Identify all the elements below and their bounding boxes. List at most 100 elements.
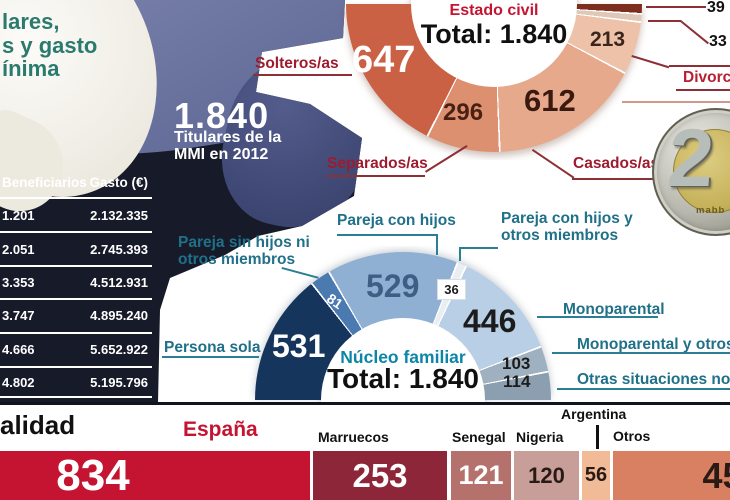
total-titulares-caption-2: MMI en 2012 [174, 146, 269, 163]
label-argentina: Argentina [561, 406, 627, 422]
label-monoparental-otros-cropped: Monoparental y otros m [577, 336, 730, 353]
leader-line-solteros [253, 74, 352, 76]
label-pareja-sin-2: otros miembros [178, 251, 296, 268]
label-casados: Casados/as [573, 155, 660, 172]
value-pareja-con-hijos: 529 [366, 268, 420, 304]
table-cell: 5.652.922 [90, 342, 148, 357]
table-cell: 2.132.335 [90, 208, 148, 223]
label-divorciados-cropped: Divorcia [683, 69, 730, 86]
value-monoparental-otros: 103 [502, 354, 531, 373]
table-cell: 4.512.931 [90, 275, 148, 290]
total-titulares-caption-1: Titulares de la [174, 129, 282, 146]
bar-nigeria: 120 [514, 451, 579, 500]
value-monoparental: 446 [463, 303, 517, 339]
estado-civil-title: Estado civil [449, 2, 539, 19]
table-cell: 3.747 [2, 308, 35, 323]
accent-line [622, 101, 730, 103]
nacionalidad-title-cropped: alidad [0, 410, 76, 440]
table-cell: 3.353 [2, 275, 35, 290]
table-cell: 4.895.240 [90, 308, 148, 323]
table-divider [0, 265, 152, 267]
label-persona-sola: Persona sola [164, 339, 261, 356]
bar-otros: 456 [613, 451, 730, 500]
headline-fragment-3: ínima [2, 56, 60, 81]
table-header-beneficiarios: Beneficiarios [2, 175, 87, 190]
table-divider [0, 197, 152, 199]
argentina-tick-line [596, 425, 599, 449]
bar-argentina-value: 56 [584, 464, 608, 486]
value-separados: 296 [443, 99, 484, 126]
value-36: 36 [444, 282, 459, 297]
nucleo-familiar-total: Total: 1.840 [327, 363, 479, 394]
table-divider [0, 231, 152, 233]
bar-espana: 834 [0, 451, 310, 500]
nucleo-familiar-donut [248, 246, 564, 402]
table-cell: 2.745.393 [90, 242, 148, 257]
estado-civil-donut [338, 0, 668, 160]
leader-line-33 [648, 20, 681, 22]
coin-denomination: 2 [664, 113, 717, 204]
leader-line-monoparental-otros [552, 352, 730, 354]
nacionalidad-bar-chart: 834 253 121 120 56 456 [0, 451, 730, 500]
leader-line-pareja-con-otros [459, 247, 498, 249]
estado-civil-total: Total: 1.840 [420, 19, 568, 49]
leader-line-39 [646, 6, 706, 8]
nucleo-familiar-title: Núcleo familiar [340, 347, 466, 367]
leader-diag-33 [679, 20, 709, 45]
table-cell: 1.201 [2, 208, 35, 223]
table-divider [0, 298, 152, 300]
bar-otros-value-cropped: 456 [702, 454, 730, 496]
label-nigeria: Nigeria [516, 429, 564, 445]
label-espana: España [183, 418, 258, 441]
label-otras-situaciones-cropped: Otras situaciones no de [577, 371, 730, 388]
label-pareja-sin-1: Pareja sin hijos ni [178, 234, 310, 251]
leader-line-persona-sola [162, 356, 259, 358]
value-pareja-con-hijos-otros: 36 [437, 279, 466, 300]
bar-espana-value: 834 [56, 451, 130, 500]
table-divider [0, 332, 152, 334]
leader-vert-pareja-con [436, 234, 438, 255]
value-otras-situaciones: 114 [503, 372, 531, 391]
total-titulares-value: 1.840 [174, 95, 270, 136]
label-pareja-con-otros-2: otros miembros [501, 227, 619, 244]
bar-senegal: 121 [451, 451, 511, 500]
label-otros: Otros [613, 428, 651, 444]
table-cell: 5.195.796 [90, 375, 148, 390]
value-divorciados: 213 [590, 28, 626, 51]
bar-senegal-value: 121 [458, 460, 504, 490]
label-monoparental: Monoparental [563, 301, 665, 318]
value-39: 39 [707, 0, 725, 16]
bar-marruecos: 253 [313, 451, 447, 500]
leader-line-casados [572, 178, 660, 180]
label-solteros: Solteros/as [255, 55, 339, 72]
coin-engraving: mabb [696, 205, 726, 216]
table-cell: 4.666 [2, 342, 35, 357]
bar-nigeria-value: 120 [528, 462, 565, 488]
leader-line-monoparental [537, 316, 658, 318]
value-solteros: 647 [352, 39, 416, 81]
label-pareja-con-otros-1: Pareja con hijos y [501, 210, 633, 227]
table-cell: 4.802 [2, 375, 35, 390]
label-pareja-con-hijos: Pareja con hijos [337, 212, 456, 229]
headline-fragment-2: s y gasto [2, 33, 98, 58]
value-persona-sola: 531 [272, 328, 326, 364]
table-divider [0, 366, 152, 368]
leader-vert-pareja-con-otros [459, 247, 461, 261]
leader-line-separados [327, 175, 425, 177]
bar-marruecos-value: 253 [352, 456, 408, 494]
table-divider [0, 396, 152, 398]
table-cell: 2.051 [2, 242, 35, 257]
value-33: 33 [709, 33, 727, 50]
headline-fragment-1: lares, [2, 9, 60, 34]
label-marruecos: Marruecos [318, 429, 389, 445]
label-separados: Separados/as [327, 155, 428, 172]
table-header-gasto: Gasto (€) [89, 175, 148, 190]
leader-line-divorciados-top [669, 65, 730, 67]
leader-line-pareja-con [337, 234, 438, 236]
section-divider [0, 402, 730, 405]
leader-line-divorciados-under [676, 89, 730, 91]
leader-line-otras [557, 388, 730, 390]
bar-argentina: 56 [582, 451, 610, 500]
value-casados: 612 [524, 83, 576, 118]
